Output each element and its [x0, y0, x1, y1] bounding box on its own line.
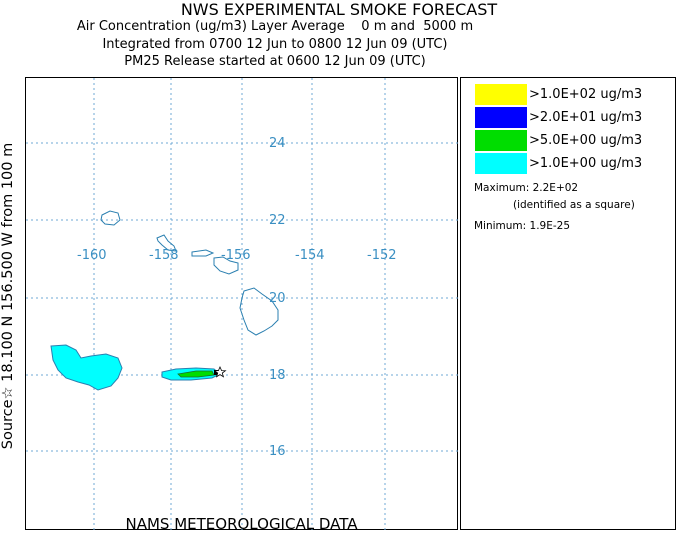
legend-swatch	[475, 153, 527, 174]
map-panel: 24 22 20 18 16 -160 -158 -156 -154 -152	[25, 77, 459, 531]
maximum-note: (identified as a square)	[513, 199, 635, 211]
smoke-plume-east	[161, 367, 221, 381]
lat-label: 18	[269, 368, 286, 383]
island-oahu	[156, 234, 177, 252]
subtitle-integration: Integrated from 0700 12 Jun to 0800 12 J…	[102, 37, 448, 52]
map-title: NWS EXPERIMENTAL SMOKE FORECAST	[180, 0, 498, 19]
lat-label: 20	[269, 291, 286, 306]
legend-swatch	[475, 130, 527, 151]
smoke-plume-west	[50, 344, 123, 391]
legend-label: >1.0E+02 ug/m3	[529, 87, 643, 102]
lat-label: 24	[269, 136, 286, 151]
minimum-value: Minimum: 1.9E-25	[474, 220, 571, 232]
subtitle-layer: Air Concentration (ug/m3) Layer Average …	[76, 19, 474, 34]
lon-label: -156	[221, 248, 251, 263]
maximum-value: Maximum: 2.2E+02	[474, 182, 579, 194]
lon-label: -158	[149, 248, 179, 263]
lon-label: -152	[367, 248, 397, 263]
subtitle-release: PM25 Release started at 0600 12 Jun 09 (…	[124, 54, 426, 69]
coastlines	[100, 210, 279, 336]
plume-contour-1e0	[50, 344, 123, 391]
source-location-label: Source☆ 18.100 N 156.500 W from 100 m	[0, 142, 16, 450]
latitude-labels: 24 22 20 18 16	[269, 136, 286, 459]
legend-label: >5.0E+00 ug/m3	[529, 133, 643, 148]
island-maui	[213, 256, 239, 275]
island-kauai	[100, 210, 121, 226]
star-icon	[213, 366, 227, 378]
longitude-labels: -160 -158 -156 -154 -152	[77, 248, 397, 263]
legend-label: >1.0E+00 ug/m3	[529, 156, 643, 171]
lon-label: -160	[77, 248, 107, 263]
graticule	[26, 78, 459, 531]
island-molokai	[191, 249, 215, 257]
island-hawaii	[239, 287, 279, 336]
legend-label: >2.0E+01 ug/m3	[529, 110, 643, 125]
legend-swatch	[475, 84, 527, 105]
legend-swatch	[475, 107, 527, 128]
legend-panel: >1.0E+02 ug/m3 >2.0E+01 ug/m3 >5.0E+00 u…	[460, 77, 676, 530]
lat-label: 22	[269, 213, 286, 228]
map-canvas: 24 22 20 18 16 -160 -158 -156 -154 -152	[26, 78, 459, 531]
lat-label: 16	[269, 444, 286, 459]
lon-label: -154	[295, 248, 325, 263]
data-source-footer: NAMS METEOROLOGICAL DATA	[125, 515, 358, 533]
